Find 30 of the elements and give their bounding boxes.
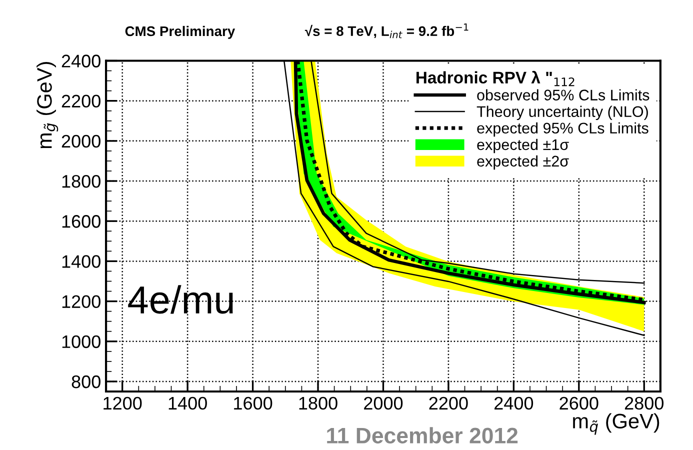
chart-subtitle: √s = 8 TeV, L$_{int}$ = 9.2 fb$^{−1}$: [304, 24, 468, 38]
x-tick-label: 2400: [494, 396, 534, 410]
y-axis-title: m$_{g̃}$ (GeV): [36, 62, 58, 148]
x-tick-label: 1400: [168, 396, 207, 410]
y-tick-label: 1800: [62, 174, 100, 188]
y-tick-label: 2200: [62, 94, 100, 108]
chart-title: CMS Preliminary: [125, 26, 236, 39]
y-tick-label: 800: [72, 375, 100, 388]
legend-label: Theory uncertainty (NLO): [476, 106, 648, 120]
x-tick-label: 1800: [299, 396, 338, 410]
x-tick-label: 1600: [234, 396, 272, 410]
x-tick-label: 2800: [624, 396, 664, 410]
y-tick-label: 1200: [62, 295, 100, 308]
x-tick-label: 2600: [560, 396, 598, 410]
legend-label: observed 95% CLs Limits: [477, 89, 650, 100]
y-tick-label: 2400: [62, 54, 100, 68]
y-tick-label: 1600: [62, 215, 100, 228]
x-tick-label: 1200: [104, 396, 142, 410]
y-tick-label: 2000: [62, 134, 100, 148]
legend-label: expected 95% CLs Limits: [477, 122, 648, 137]
legend-label: expected ±1σ: [477, 138, 569, 154]
annotation: 4e/mu: [128, 285, 233, 314]
y-tick-label: 1000: [62, 335, 100, 348]
text: 11 December 2012: [327, 427, 518, 444]
x-tick-label: 2200: [429, 396, 468, 410]
legend-title: Hadronic RPV λ "$_{112}$: [416, 70, 574, 86]
legend-label: expected ±2σ: [477, 155, 569, 170]
x-tick-label: 2000: [364, 396, 403, 410]
y-tick-label: 1400: [62, 255, 100, 268]
x-axis-title: m$_{q̃}$ (GeV): [573, 413, 660, 435]
